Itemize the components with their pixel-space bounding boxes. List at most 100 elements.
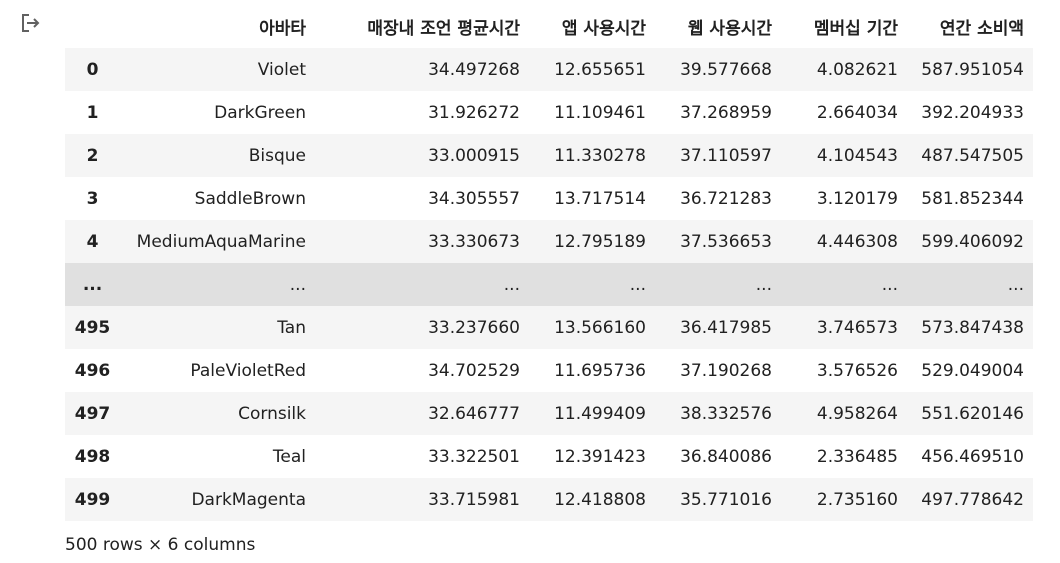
table-cell: ... — [629, 274, 646, 295]
table-body: 0 Violet 34.497268 12.655651 39.577668 4.0826… — [65, 48, 1033, 521]
output-redirect-icon[interactable] — [20, 12, 42, 34]
table-row: 2 Bisque 33.000915 11.330278 37.110597 4.1045… — [65, 134, 1033, 177]
table-cell: Cornsilk — [238, 403, 306, 424]
table-cell: 11.109461 — [554, 102, 646, 123]
table-cell: 33.237660 — [428, 317, 520, 338]
column-header: 아바타 — [259, 18, 306, 39]
table-cell: 11.330278 — [554, 145, 646, 166]
table-cell: ... — [289, 274, 306, 295]
table-cell: 12.795189 — [554, 231, 646, 252]
table-cell: 4.446308 — [816, 231, 898, 252]
table-cell: 33.330673 — [428, 231, 520, 252]
table-cell: 573.847438 — [921, 317, 1024, 338]
dataframe-shape-label: 500 rows × 6 columns — [65, 535, 256, 555]
column-header: 웹 사용시간 — [687, 18, 772, 39]
row-index: 498 — [74, 446, 111, 467]
table-cell: 12.655651 — [554, 59, 646, 80]
table-cell: ... — [503, 274, 520, 295]
column-header: 매장내 조언 평균시간 — [367, 18, 520, 39]
table-cell: 4.104543 — [816, 145, 898, 166]
table-cell: 3.576526 — [816, 360, 898, 381]
table-cell: SaddleBrown — [194, 188, 306, 209]
row-index: 495 — [74, 317, 111, 338]
table-cell: 34.497268 — [428, 59, 520, 80]
table-row: 497 Cornsilk 32.646777 11.499409 38.332576 4.… — [65, 392, 1033, 435]
table-cell: 36.840086 — [680, 446, 772, 467]
table-cell: 33.000915 — [428, 145, 520, 166]
table-cell: 33.322501 — [428, 446, 520, 467]
column-header: 멤버십 기간 — [813, 18, 898, 39]
column-header: 연간 소비액 — [939, 18, 1024, 39]
row-index: ... — [82, 274, 103, 295]
table-cell: 36.417985 — [680, 317, 772, 338]
table-cell: 13.717514 — [554, 188, 646, 209]
table-cell: 37.190268 — [680, 360, 772, 381]
table-row: 1 DarkGreen 31.926272 11.109461 37.268959 2.6… — [65, 91, 1033, 134]
row-index: 2 — [86, 145, 99, 166]
column-header: 앱 사용시간 — [561, 18, 646, 39]
table-cell: DarkMagenta — [191, 489, 306, 510]
table-cell: 39.577668 — [680, 59, 772, 80]
row-index: 496 — [74, 360, 111, 381]
table-cell: ... — [1007, 274, 1024, 295]
table-cell: Violet — [257, 59, 306, 80]
table-cell: 12.391423 — [554, 446, 646, 467]
table-cell: 551.620146 — [921, 403, 1024, 424]
table-cell: 2.735160 — [816, 489, 898, 510]
table-cell: 4.082621 — [816, 59, 898, 80]
table-cell: 37.268959 — [680, 102, 772, 123]
table-cell: 33.715981 — [428, 489, 520, 510]
table-row: 4 MediumAquaMarine 33.330673 12.795189 37.53… — [65, 220, 1033, 263]
table-cell: 529.049004 — [921, 360, 1024, 381]
table-cell: 31.926272 — [428, 102, 520, 123]
row-index: 499 — [74, 489, 111, 510]
table-cell: Teal — [272, 446, 306, 467]
row-index: 0 — [86, 59, 99, 80]
table-cell: Tan — [277, 317, 306, 338]
table-cell: 34.702529 — [428, 360, 520, 381]
table-cell: 13.566160 — [554, 317, 646, 338]
table-row: 0 Violet 34.497268 12.655651 39.577668 4.0826… — [65, 48, 1033, 91]
table-cell: MediumAquaMarine — [136, 231, 306, 252]
table-cell: 2.664034 — [816, 102, 898, 123]
index-header — [65, 4, 120, 48]
table-cell: PaleVioletRed — [190, 360, 306, 381]
table-cell: 3.120179 — [816, 188, 898, 209]
table-cell: 34.305557 — [428, 188, 520, 209]
table-row: 495 Tan 33.237660 13.566160 36.417985 3.74657… — [65, 306, 1033, 349]
dataframe-table: 아바타 매장내 조언 평균시간 앱 사용시간 웹 사용시간 멤버십 기간 연간 소비액 0… — [65, 4, 1033, 521]
table-cell: 4.958264 — [816, 403, 898, 424]
table-cell: DarkGreen — [214, 102, 306, 123]
row-index: 497 — [74, 403, 111, 424]
ellipsis-row: ..................... — [65, 263, 1033, 306]
table-cell: 2.336485 — [816, 446, 898, 467]
row-index: 1 — [86, 102, 99, 123]
table-row: 3 SaddleBrown 34.305557 13.717514 36.721283 3… — [65, 177, 1033, 220]
table-cell: 587.951054 — [921, 59, 1024, 80]
table-cell: ... — [755, 274, 772, 295]
row-index: 3 — [86, 188, 99, 209]
table-cell: 392.204933 — [921, 102, 1024, 123]
table-cell: 36.721283 — [680, 188, 772, 209]
table-cell: 3.746573 — [816, 317, 898, 338]
table-cell: 456.469510 — [921, 446, 1024, 467]
table-cell: 12.418808 — [554, 489, 646, 510]
table-cell: 37.536653 — [680, 231, 772, 252]
table-cell: 11.499409 — [554, 403, 646, 424]
table-cell: 32.646777 — [428, 403, 520, 424]
table-cell: 497.778642 — [921, 489, 1024, 510]
table-cell: 599.406092 — [921, 231, 1024, 252]
table-cell: Bisque — [248, 145, 306, 166]
table-row: 498 Teal 33.322501 12.391423 36.840086 2.3364… — [65, 435, 1033, 478]
table-cell: 487.547505 — [921, 145, 1024, 166]
table-cell: ... — [881, 274, 898, 295]
table-cell: 11.695736 — [554, 360, 646, 381]
table-cell: 581.852344 — [921, 188, 1024, 209]
table-cell: 35.771016 — [680, 489, 772, 510]
header-row: 아바타 매장내 조언 평균시간 앱 사용시간 웹 사용시간 멤버십 기간 연간 소비액 — [65, 4, 1033, 48]
table-row: 496 PaleVioletRed 34.702529 11.695736 37.190… — [65, 349, 1033, 392]
table-row: 499 DarkMagenta 33.715981 12.418808 35.77101… — [65, 478, 1033, 521]
table-cell: 38.332576 — [680, 403, 772, 424]
row-index: 4 — [86, 231, 99, 252]
